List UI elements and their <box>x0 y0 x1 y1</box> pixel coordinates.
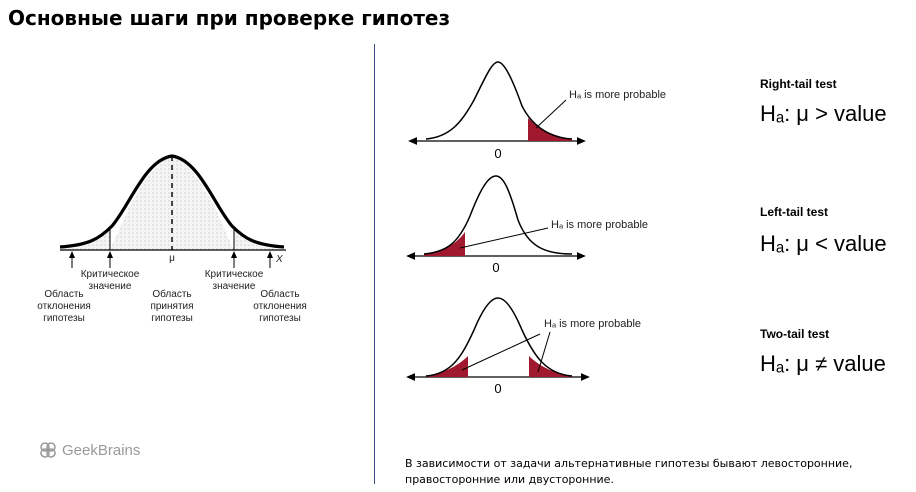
two-tail-diagram: Hₐ is more probable 0 <box>406 297 641 396</box>
bell-curve <box>425 61 573 140</box>
annotation-line-left <box>461 333 541 371</box>
left-rejection-area <box>60 230 110 250</box>
test-name-right: Right-tail test <box>760 77 837 91</box>
annotation: Hₐ is more probable <box>551 219 648 231</box>
vertical-divider <box>374 44 375 484</box>
right-tail-region <box>529 356 572 377</box>
left-tail-region <box>424 232 465 256</box>
caption: В зависимости от задачи альтернативные г… <box>405 457 853 486</box>
zero-label: 0 <box>492 260 499 275</box>
bell-curve <box>423 175 573 255</box>
zero-label: 0 <box>494 381 501 396</box>
annotation: Hₐ is more probable <box>544 318 641 330</box>
test-name-two: Two-tail test <box>760 327 829 341</box>
accept-label: Область принятия гипотезы <box>150 288 193 324</box>
formula-right: Hₐ: μ > value <box>760 101 887 126</box>
formula-left: Hₐ: μ < value <box>760 231 887 256</box>
critical-right-label: Критическое значение <box>205 269 264 292</box>
annotation: Hₐ is more probable <box>569 89 666 101</box>
right-tail-region <box>528 118 572 141</box>
bell-curve <box>425 297 573 377</box>
geekbrains-logo-icon <box>40 442 56 458</box>
left-normal-distribution: μ X Критическое значение Критическое значе… <box>37 154 307 324</box>
formula-two: Hₐ: μ ≠ value <box>760 351 886 376</box>
test-name-left: Left-tail test <box>760 205 828 219</box>
page-title: Основные шаги при проверке гипотез <box>8 6 451 30</box>
right-rejection-area <box>234 230 284 250</box>
annotation-line <box>535 99 567 129</box>
right-tail-diagram: Hₐ is more probable 0 <box>408 61 666 161</box>
logo-text: GeekBrains <box>62 441 141 459</box>
reject-right-label: Область отклонения гипотезы <box>253 288 307 324</box>
left-tail-region <box>426 356 468 377</box>
x-label: X <box>275 254 283 265</box>
annotation-line <box>459 227 549 249</box>
zero-label: 0 <box>494 146 501 161</box>
mu-label: μ <box>169 253 175 264</box>
critical-left-label: Критическое значение <box>81 269 140 292</box>
geekbrains-logo: GeekBrains <box>38 440 140 460</box>
left-tail-diagram: Hₐ is more probable 0 <box>406 175 648 275</box>
reject-left-label: Область отклонения гипотезы <box>37 288 91 324</box>
annotation-line-right <box>537 331 551 373</box>
